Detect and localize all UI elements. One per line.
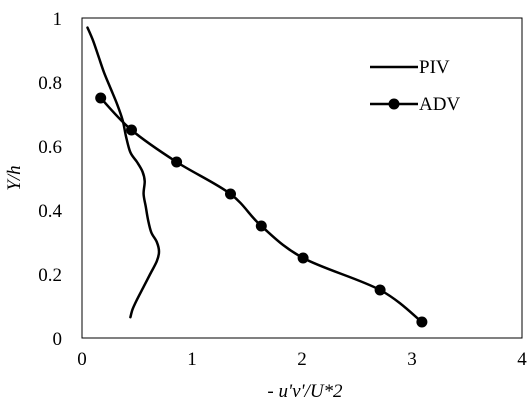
plot-area bbox=[81, 17, 523, 339]
adv-point bbox=[374, 284, 386, 296]
plot-frame bbox=[81, 17, 523, 339]
x-tick-label: 3 bbox=[407, 349, 417, 370]
adv-point bbox=[95, 92, 107, 104]
adv-series bbox=[95, 92, 428, 328]
y-tick-label: 0.8 bbox=[38, 73, 62, 94]
y-axis-ticks: 0 0.2 0.4 0.6 0.8 1 bbox=[38, 9, 62, 350]
y-axis-title: Y/h bbox=[4, 165, 25, 190]
y-tick-label: 0.6 bbox=[38, 137, 62, 158]
legend-adv-label: ADV bbox=[419, 94, 460, 115]
y-tick-label: 0 bbox=[53, 329, 63, 350]
legend: PIV ADV bbox=[370, 57, 460, 115]
piv-series bbox=[86, 26, 161, 319]
adv-line bbox=[99, 97, 423, 323]
x-axis-ticks: 0 1 2 3 4 bbox=[77, 349, 527, 370]
legend-piv-label: PIV bbox=[419, 57, 450, 78]
adv-point bbox=[255, 220, 267, 232]
adv-point bbox=[297, 252, 309, 264]
x-tick-label: 0 bbox=[77, 349, 87, 370]
y-tick-label: 0.2 bbox=[38, 265, 62, 286]
x-axis-title: - u'v'/U*2 bbox=[267, 381, 343, 401]
adv-point bbox=[416, 316, 428, 328]
adv-point bbox=[225, 188, 236, 200]
legend-adv-marker bbox=[388, 98, 400, 110]
x-tick-label: 1 bbox=[187, 349, 197, 370]
x-tick-label: 2 bbox=[297, 349, 307, 370]
x-tick-label: 4 bbox=[517, 349, 527, 370]
adv-point bbox=[171, 156, 183, 168]
y-tick-label: 1 bbox=[53, 9, 63, 30]
y-tick-label: 0.4 bbox=[38, 201, 62, 222]
adv-point bbox=[126, 124, 137, 136]
piv-line bbox=[86, 26, 161, 319]
